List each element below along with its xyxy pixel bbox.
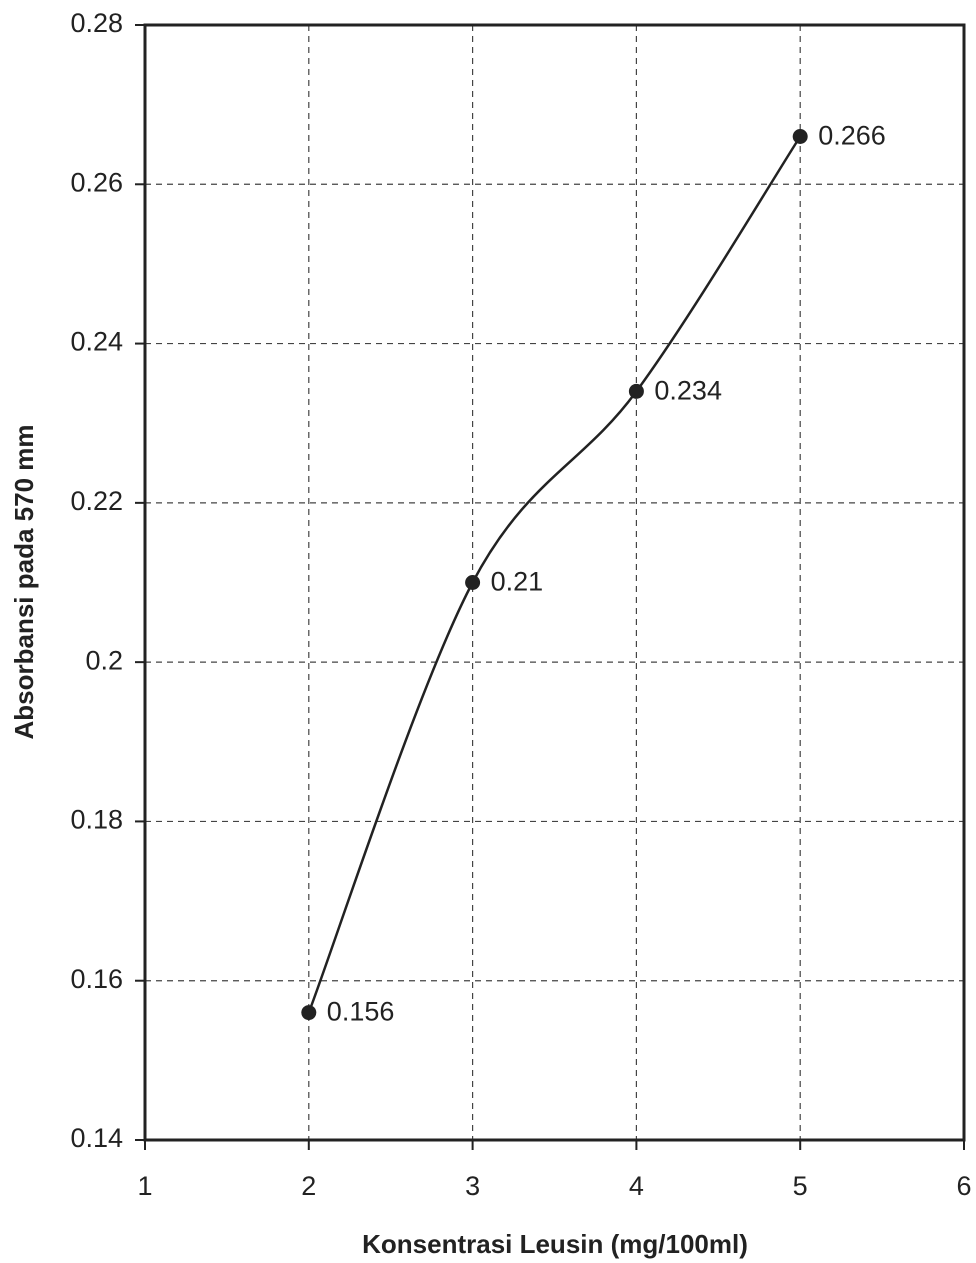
x-tick-label: 3 (465, 1171, 480, 1201)
x-tick-label: 5 (793, 1171, 808, 1201)
y-axis-title: Absorbansi pada 570 mm (9, 425, 39, 740)
y-tick-label: 0.2 (85, 645, 123, 675)
data-label: 0.266 (818, 121, 886, 151)
y-tick-label: 0.16 (70, 964, 123, 994)
x-tick-label: 1 (137, 1171, 152, 1201)
x-tick-label: 2 (301, 1171, 316, 1201)
y-tick-label: 0.18 (70, 805, 123, 835)
data-point (629, 384, 644, 399)
x-axis-title: Konsentrasi Leusin (mg/100ml) (362, 1229, 748, 1259)
x-tick-label: 6 (956, 1171, 971, 1201)
data-point (465, 575, 480, 590)
y-tick-label: 0.26 (70, 167, 123, 197)
data-label: 0.156 (327, 997, 395, 1027)
chart: Konsentrasi Leusin (mg/100ml) Absorbansi… (0, 0, 976, 1263)
x-tick-label: 4 (629, 1171, 644, 1201)
plot-frame (145, 25, 964, 1140)
data-label: 0.234 (654, 375, 722, 405)
y-tick-label: 0.28 (70, 8, 123, 38)
y-tick-label: 0.22 (70, 486, 123, 516)
data-point (793, 129, 808, 144)
series-line (309, 137, 800, 1013)
y-tick-label: 0.24 (70, 327, 123, 357)
data-point (301, 1005, 316, 1020)
y-tick-label: 0.14 (70, 1123, 123, 1153)
data-label: 0.21 (491, 567, 544, 597)
